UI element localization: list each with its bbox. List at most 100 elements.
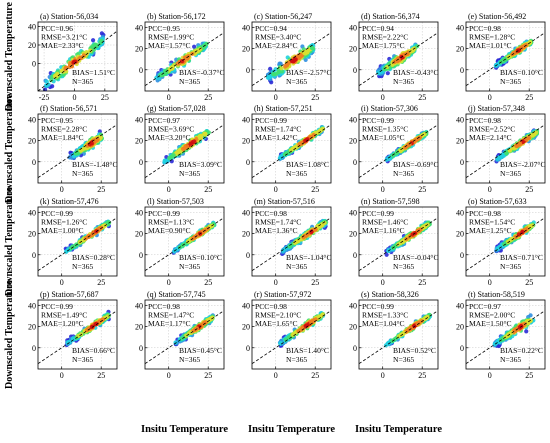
y-axis-label: Downscaled Temperature <box>4 93 15 203</box>
plot-area <box>252 114 331 183</box>
y-axis-label: Downscaled Temperature <box>4 279 15 389</box>
scatter-point <box>293 145 298 150</box>
tick-label-y: 40 <box>135 115 143 124</box>
axes-frame <box>144 206 225 277</box>
identity-line <box>38 124 117 179</box>
x-axis-label: Insitu Temperature <box>248 424 335 435</box>
tick-label-y: 40 <box>349 208 357 217</box>
scatter-point <box>523 227 528 232</box>
stat-rmse: RMSE=1.26°C <box>41 218 87 227</box>
stat-mae: MAE=1.36°C <box>255 226 298 235</box>
plot-area <box>466 22 545 91</box>
subplot: 0 25 0 20 40 (c) Station-56,247 PCC=0.94RMSE=3… <box>242 12 332 102</box>
scatter-point <box>192 139 197 144</box>
scatter-point <box>90 38 96 43</box>
tick-label-y: 40 <box>28 115 36 124</box>
scatter-point <box>271 72 276 77</box>
stat-n: N=365 <box>286 355 307 364</box>
stat-n: N=365 <box>286 169 307 178</box>
stat-mae: MAE=2.84°C <box>255 41 298 50</box>
tick-label-y: 0 <box>460 158 464 167</box>
identity-line <box>252 217 331 272</box>
stat-mae: MAE=1.01°C <box>469 41 512 50</box>
tick-label-y: 40 <box>135 23 143 32</box>
scatter-point <box>384 252 389 257</box>
scatter-point <box>180 146 186 152</box>
stat-n: N=365 <box>393 355 414 364</box>
subplot: 0 25 0 20 40 (e) Station-56,492 PCC=0.98RMSE=1… <box>456 12 546 102</box>
subplot: 0 25 0 20 40 (j) Station-57,348 PCC=0.98RMSE=2… <box>456 104 546 194</box>
stat-rmse: RMSE=1.54°C <box>469 218 515 227</box>
subplot-title: (p) Station-57,687 <box>40 290 99 299</box>
stat-pcc: PCC=0.98 <box>469 209 501 218</box>
axes-frame <box>144 21 225 92</box>
scatter-point <box>492 341 497 347</box>
tick-label-y: 20 <box>28 230 36 239</box>
stat-mae: MAE=1.65°C <box>255 319 298 328</box>
subplot: 0 25 0 20 40 (s) Station-58,326 PCC=0.99RMSE=1… <box>349 290 439 380</box>
identity-line <box>38 217 117 272</box>
scatter-point <box>68 246 74 251</box>
subplot: 0 25 0 20 40 (f) Station-56,571 PCC=0.95RMSE=2… <box>28 104 118 194</box>
axes-frame <box>465 206 546 277</box>
tick-label-x: 25 <box>418 371 426 380</box>
tick-label-x: 25 <box>97 185 105 194</box>
scatter-point <box>67 155 72 160</box>
plot-area <box>359 114 438 183</box>
tick-label-y: 0 <box>460 66 464 75</box>
tick-label-y: 40 <box>28 23 36 32</box>
tick-label-y: 20 <box>349 323 357 332</box>
y-axis-label: Downscaled Temperature <box>4 186 15 296</box>
scatter-point <box>280 69 285 74</box>
subplot-title: (j) Station-57,348 <box>468 104 525 113</box>
identity-line <box>466 217 545 272</box>
scatter-point <box>65 340 70 345</box>
stat-n: N=365 <box>72 262 93 271</box>
stat-rmse: RMSE=1.33°C <box>362 311 408 320</box>
scatter-point <box>415 321 420 327</box>
scatter-point <box>287 244 292 249</box>
stat-bias: BIAS=0.28°C <box>72 253 115 262</box>
scatter-point <box>49 78 54 83</box>
axes-frame <box>37 21 118 92</box>
tick-label-x: 25 <box>311 371 319 380</box>
scatter-point <box>88 48 93 53</box>
tick-label-y: 0 <box>246 251 250 260</box>
subplot: 0 25 0 20 40 (o) Station-57,633 PCC=0.98RMSE=1… <box>456 197 546 287</box>
tick-label-y: 40 <box>242 208 250 217</box>
subplot: 0 25 0 20 40 (t) Station-58,519 PCC=0.97RMSE=2… <box>456 290 546 380</box>
tick-label-x: 0 <box>167 185 171 194</box>
identity-line <box>466 310 545 365</box>
tick-label-y: 0 <box>32 251 36 260</box>
tick-label-x: 25 <box>418 278 426 287</box>
scatter-point <box>309 230 314 235</box>
scatter-point <box>286 335 291 340</box>
scatter-point <box>179 336 185 341</box>
tick-label-x: 0 <box>72 93 76 102</box>
stat-pcc: PCC=0.98 <box>255 209 287 218</box>
stat-pcc: PCC=0.94 <box>362 24 394 33</box>
stat-rmse: RMSE=3.40°C <box>255 33 301 42</box>
tick-label-y: 40 <box>456 208 464 217</box>
scatter-point <box>510 236 515 241</box>
tick-label-y: 20 <box>28 323 36 332</box>
plot-area <box>38 207 117 276</box>
plot-area <box>359 300 438 369</box>
scatter-point <box>162 158 167 163</box>
scatter-point <box>314 130 320 135</box>
scatter-point <box>184 144 190 149</box>
tick-label-y: 0 <box>460 344 464 353</box>
stat-mae: MAE=1.05°C <box>362 133 405 142</box>
stat-bias: BIAS=-0.43°C <box>393 68 439 77</box>
scatter-point <box>298 53 303 58</box>
identity-line <box>145 217 224 272</box>
x-axis-label: Insitu Temperature <box>355 424 442 435</box>
stat-bias: BIAS=-2.57°C <box>286 68 332 77</box>
tick-label-y: 20 <box>242 137 250 146</box>
plot-area <box>38 114 117 183</box>
tick-label-y: 0 <box>353 66 357 75</box>
plot-area <box>145 300 224 369</box>
stat-rmse: RMSE=1.47°C <box>148 311 194 320</box>
tick-label-x: 25 <box>418 93 426 102</box>
tick-label-y: 0 <box>460 251 464 260</box>
